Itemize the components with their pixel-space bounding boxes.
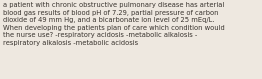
Text: a patient with chronic obstructive pulmonary disease has arterial
blood gas resu: a patient with chronic obstructive pulmo… (3, 2, 225, 46)
